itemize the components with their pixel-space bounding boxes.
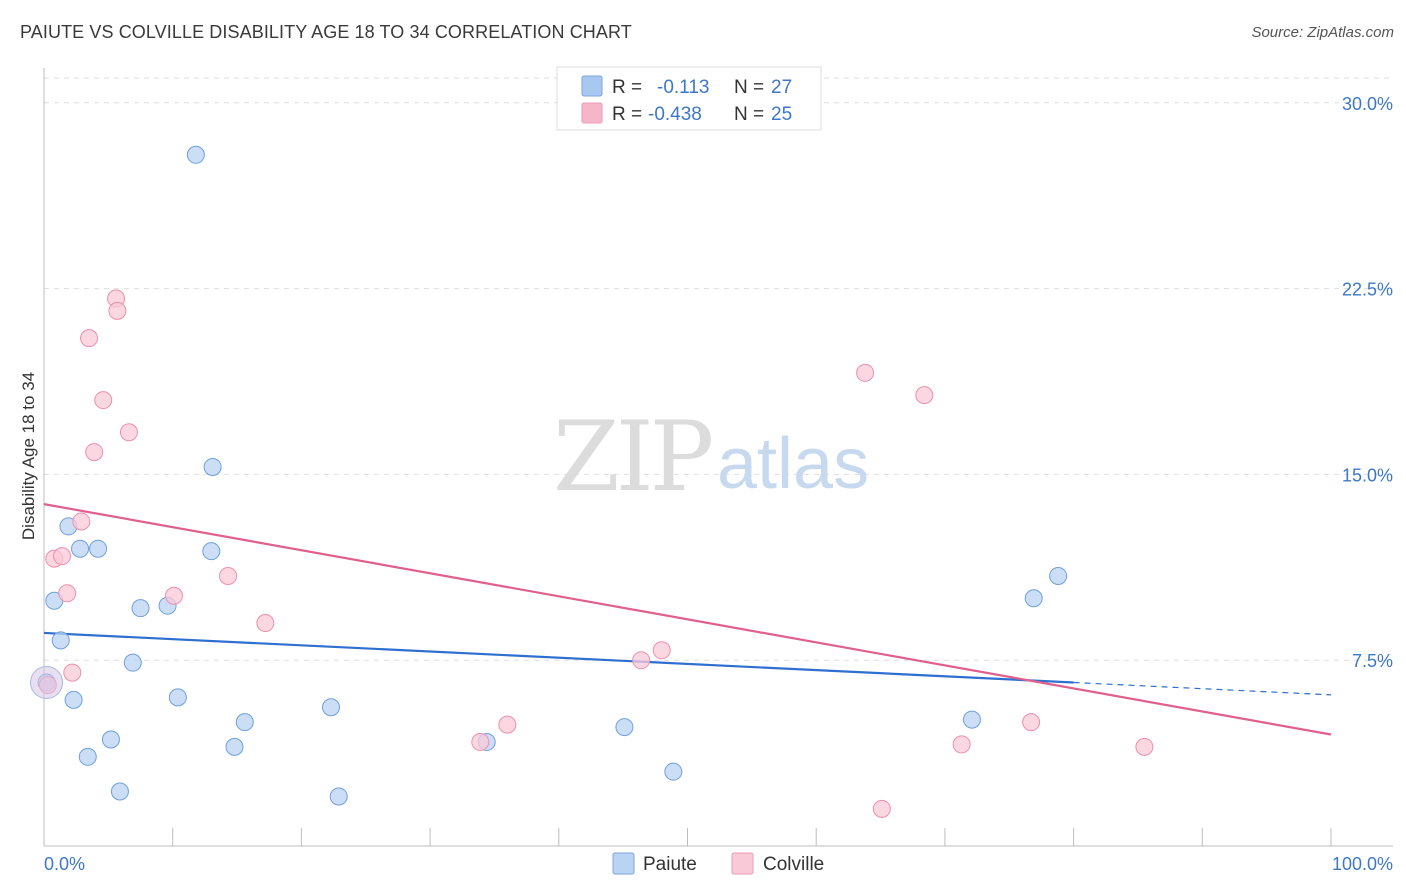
data-points [30, 145, 1154, 818]
colville-point-14 [256, 614, 275, 633]
colville-point-7 [85, 443, 104, 462]
overlap-point [30, 665, 64, 699]
colville-point-5 [72, 512, 91, 531]
paiute-point-8 [101, 730, 120, 749]
legend-r-label-paiute: R = [612, 77, 642, 98]
paiute-point-15 [202, 542, 221, 561]
paiute-point-16 [203, 457, 222, 476]
axes [43, 68, 1393, 847]
paiute-point-14 [186, 145, 205, 164]
colville-point-2 [53, 547, 72, 566]
colville-point-22 [952, 735, 971, 754]
colville-point-15 [471, 732, 490, 751]
trend-lines [43, 503, 1332, 736]
series-legend-swatch-colville [731, 852, 754, 875]
colville-point-23 [1022, 713, 1041, 732]
legend-n-label-colville: N = [734, 104, 764, 125]
stats-legend: R = -0.113 N = 27 R = -0.438 N = 25 [556, 66, 822, 131]
x-tick-labels: 0.0% 100.0% [44, 854, 1393, 874]
paiute-trend-extension [1073, 681, 1332, 696]
colville-point-13 [219, 566, 238, 585]
watermark: ZIP atlas [553, 401, 869, 513]
paiute-point-2 [51, 631, 70, 650]
paiute-point-4 [64, 690, 83, 709]
colville-point-8 [94, 391, 113, 410]
paiute-point-22 [615, 718, 634, 737]
legend-r-value-colville: -0.438 [648, 104, 702, 125]
paiute-point-11 [131, 599, 150, 618]
x-tick-label-max: 100.0% [1332, 854, 1393, 874]
legend-swatch-paiute [581, 75, 603, 97]
paiute-point-10 [123, 653, 142, 672]
legend-n-value-paiute: 27 [771, 77, 792, 98]
paiute-point-23 [664, 762, 683, 781]
colville-point-16 [498, 715, 517, 734]
series-legend-label-colville: Colville [763, 854, 824, 875]
paiute-point-20 [329, 787, 348, 806]
paiute-point-25 [1024, 589, 1043, 608]
paiute-point-9 [110, 782, 129, 801]
legend-r-label-colville: R = [612, 104, 642, 125]
colville-point-20 [872, 799, 891, 818]
source-label: Source: ZipAtlas.com [1251, 24, 1394, 41]
gridlines [44, 77, 1393, 661]
paiute-point-19 [322, 698, 341, 717]
legend-n-value-colville: 25 [771, 104, 792, 125]
colville-point-11 [119, 423, 138, 442]
paiute-point-5 [71, 539, 90, 558]
y-tick-label-1: 15.0% [1342, 465, 1393, 485]
watermark-atlas: atlas [717, 424, 869, 504]
paiute-point-26 [1049, 566, 1068, 585]
colville-point-17 [632, 651, 651, 670]
colville-point-6 [80, 329, 99, 348]
paiute-point-24 [962, 710, 981, 729]
legend-r-value-paiute: -0.113 [657, 77, 709, 98]
paiute-point-17 [225, 737, 244, 756]
colville-point-4 [63, 663, 82, 682]
colville-point-21 [915, 386, 934, 405]
paiute-point-7 [89, 539, 108, 558]
legend-swatch-colville [581, 102, 603, 124]
y-tick-label-3: 30.0% [1342, 94, 1393, 114]
series-legend: Paiute Colville [612, 852, 824, 875]
colville-point-18 [652, 641, 671, 660]
watermark-zip: ZIP [553, 401, 712, 513]
colville-trend-line [43, 503, 1332, 736]
series-legend-label-paiute: Paiute [643, 854, 697, 875]
legend-n-label-paiute: N = [734, 77, 764, 98]
paiute-trend-line [43, 631, 1074, 684]
y-tick-label-0: 7.5% [1352, 651, 1393, 671]
y-tick-labels: 7.5% 15.0% 22.5% 30.0% [1342, 94, 1393, 671]
series-legend-swatch-paiute [612, 852, 635, 875]
paiute-point-18 [235, 713, 254, 732]
colville-point-24 [1135, 737, 1154, 756]
colville-point-10 [108, 301, 127, 320]
colville-point-3 [58, 584, 77, 603]
y-axis-label: Disability Age 18 to 34 [19, 372, 38, 540]
x-tick-label-min: 0.0% [44, 854, 85, 874]
paiute-point-13 [168, 688, 187, 707]
y-tick-label-2: 22.5% [1342, 280, 1393, 300]
colville-point-12 [164, 586, 183, 605]
colville-point-19 [856, 363, 875, 382]
chart-title: PAIUTE VS COLVILLE DISABILITY AGE 18 TO … [20, 22, 632, 42]
paiute-point-6 [78, 747, 97, 766]
